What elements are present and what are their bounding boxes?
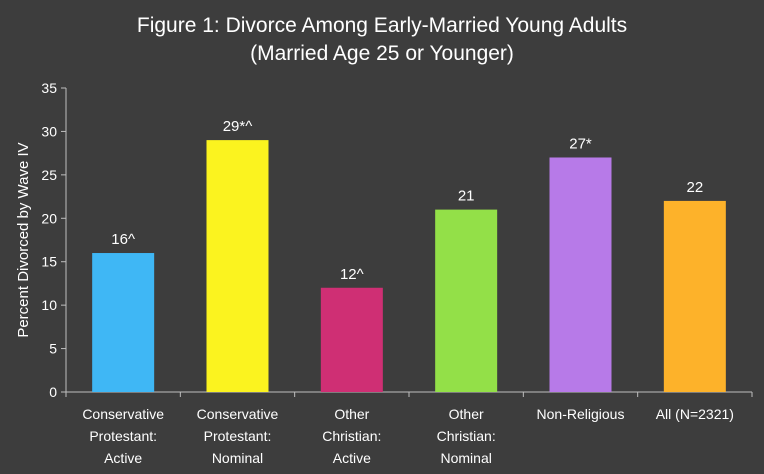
y-tick-label: 25 <box>41 167 57 183</box>
data-label: 12^ <box>340 266 364 283</box>
data-label: 22 <box>686 179 703 196</box>
y-tick-label: 30 <box>41 123 57 139</box>
x-tick-label-line: Other <box>449 406 484 422</box>
x-tick-label-line: Conservative <box>197 406 279 422</box>
x-tick-label: Other Christian: Active <box>322 406 381 466</box>
chart-title: Figure 1: Divorce Among Early-Married Yo… <box>136 14 628 37</box>
x-tick-label: Non-Religious <box>537 406 625 422</box>
x-tick-label-line: Protestant: <box>204 428 272 444</box>
data-label: 16^ <box>111 231 135 248</box>
bars <box>92 140 726 392</box>
bar <box>435 209 498 392</box>
x-ticks: Conservative Protestant: ActiveConservativ… <box>65 392 753 466</box>
bar <box>92 253 155 392</box>
y-tick-label: 10 <box>41 297 57 313</box>
bar <box>320 287 383 392</box>
x-tick-label: Conservative Protestant: Active <box>82 406 164 466</box>
x-tick-label: Other Christian: Nominal <box>437 406 496 466</box>
y-tick-label: 5 <box>49 341 57 357</box>
x-tick-label-line: Christian: <box>437 428 496 444</box>
y-axis-title: Percent Divorced by Wave IV <box>15 142 32 337</box>
x-tick-label: Conservative Protestant: Nominal <box>197 406 279 466</box>
y-tick-label: 15 <box>41 254 57 270</box>
y-axis-title-group: Percent Divorced by Wave IV <box>15 142 32 337</box>
data-labels: 16^ 29*^ 12^ 21 27* 22 <box>111 118 703 283</box>
y-ticks: 0 5 10 15 20 25 30 35 <box>41 80 66 400</box>
y-tick-label: 35 <box>41 80 57 96</box>
y-tick-label: 20 <box>41 210 57 226</box>
x-tick-label-line: Nominal <box>212 450 263 466</box>
x-tick-label-line: Active <box>104 450 142 466</box>
chart-subtitle: (Married Age 25 or Younger) <box>250 42 514 65</box>
x-tick-label-line: Active <box>333 450 371 466</box>
bar <box>549 157 612 392</box>
x-tick-label-line: Non-Religious <box>537 406 625 422</box>
x-tick-label-line: Other <box>334 406 369 422</box>
bar <box>206 140 269 392</box>
data-label: 21 <box>458 188 475 205</box>
x-tick-label-line: Protestant: <box>89 428 157 444</box>
x-tick-label-line: Conservative <box>82 406 164 422</box>
y-tick-label: 0 <box>49 384 57 400</box>
x-tick-label-line: Nominal <box>440 450 491 466</box>
x-tick-label-line: Christian: <box>322 428 381 444</box>
x-tick-label-line: All (N=2321) <box>656 406 734 422</box>
data-label: 29*^ <box>223 118 253 135</box>
bar <box>663 200 726 392</box>
x-tick-label: All (N=2321) <box>656 406 734 422</box>
axes <box>65 88 752 393</box>
data-label: 27* <box>569 135 592 152</box>
